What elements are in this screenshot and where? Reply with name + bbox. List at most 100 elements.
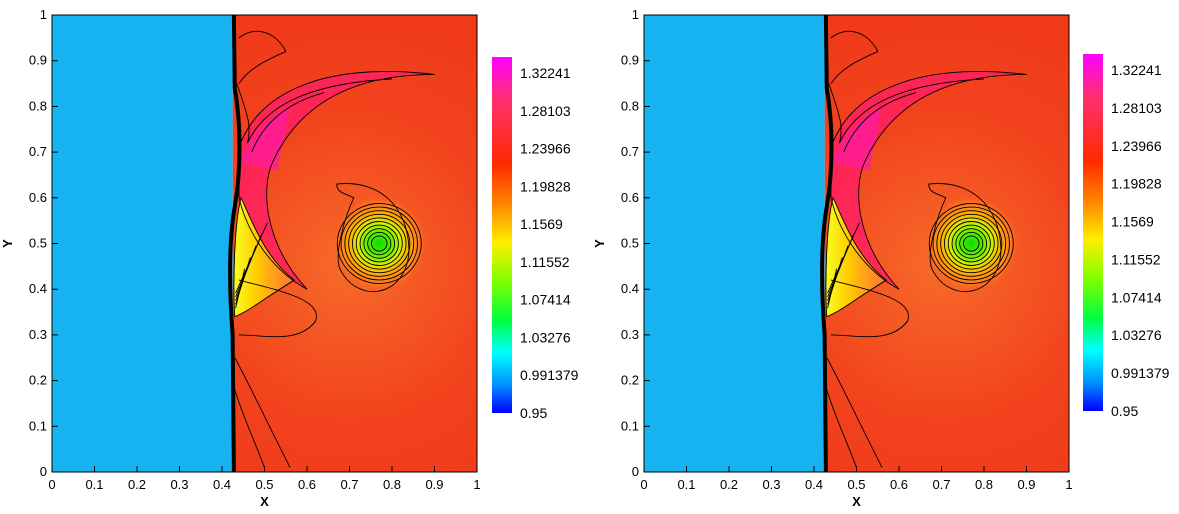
vortex-core [331, 195, 428, 292]
x-tick-label: 0.3 [170, 477, 188, 492]
lens-contour [233, 196, 296, 318]
x-tick-label: 0.7 [340, 477, 358, 492]
x-axis-label: X [852, 494, 861, 509]
vortex-outer-contour [928, 183, 1002, 292]
contour-lines [233, 30, 435, 468]
upper-contour [828, 83, 842, 144]
x-tick-label: 0.4 [213, 477, 231, 492]
vortex-contour [359, 224, 399, 263]
y-tick-label: 0.6 [621, 190, 639, 205]
colorbar-label: 1.11552 [520, 254, 570, 270]
compression-arc [239, 71, 435, 290]
y-tick-label: 0.5 [29, 236, 47, 251]
plot-area [644, 15, 1069, 472]
colorbar-label: 1.19828 [1111, 176, 1162, 192]
lens-contour [825, 196, 888, 318]
x-axis-label: X [260, 494, 269, 509]
x-tick-label: 0.5 [255, 477, 273, 492]
y-axis-label: Y [592, 239, 607, 248]
arc-peak [241, 106, 290, 171]
x-tick-label: 0.8 [383, 477, 401, 492]
arc-inner-contour [247, 78, 393, 144]
colorbar-label: 1.32241 [520, 65, 571, 81]
plot-area [52, 15, 477, 472]
vortex-contour [959, 231, 984, 256]
colorbar-label: 1.03276 [1111, 327, 1162, 343]
vortex-contour [352, 217, 407, 270]
x-tick-label: 0 [640, 477, 647, 492]
x-tick-label: 0.6 [890, 477, 908, 492]
expansion-lens [233, 197, 295, 317]
vortex-outer-contour [336, 183, 410, 292]
arc-contour [830, 71, 1027, 290]
wake-contour [234, 357, 291, 468]
x-tick-label: 0.9 [1017, 477, 1035, 492]
vortex-contour [932, 206, 1010, 281]
wake-contour [234, 389, 265, 468]
arc-contour [238, 71, 435, 290]
colorbar-label: 1.23966 [1111, 138, 1162, 154]
contour-lines [825, 30, 1027, 468]
colorbar [1083, 54, 1103, 411]
y-tick-label: 0.7 [29, 144, 47, 159]
expansion-lens [825, 197, 887, 317]
y-axis-label: Y [0, 239, 15, 248]
colorbar-label: 0.95 [520, 405, 547, 421]
arc-peak [833, 106, 882, 171]
vortex-contour [928, 203, 1014, 284]
lens-contour [235, 222, 268, 294]
colorbar-label: 1.32241 [1111, 62, 1162, 78]
upper-contour [238, 30, 287, 84]
colorbar-label: 1.1569 [520, 216, 563, 232]
colorbar-label: 1.03276 [520, 329, 571, 345]
y-tick-label: 0 [40, 464, 47, 479]
colorbar-label: 1.11552 [1111, 251, 1161, 267]
x-tick-label: 0.6 [298, 477, 316, 492]
vortex-contour [951, 224, 991, 263]
compression-arc [831, 71, 1027, 290]
y-tick-label: 0 [632, 464, 639, 479]
wake-contour [830, 279, 909, 338]
x-tick-label: 0.7 [932, 477, 950, 492]
x-tick-label: 0.1 [677, 477, 695, 492]
vortex-contour [348, 213, 411, 274]
vortex-contour [363, 228, 396, 259]
wake-contour [238, 279, 317, 338]
colorbar-label: 1.07414 [1111, 289, 1162, 305]
vortex-contour [371, 235, 388, 252]
x-tick-label: 0.2 [720, 477, 738, 492]
y-tick-label: 0.7 [621, 144, 639, 159]
colorbar-label: 1.07414 [520, 292, 571, 308]
y-tick-label: 0.2 [621, 373, 639, 388]
y-tick-label: 0.9 [29, 53, 47, 68]
x-tick-label: 0.8 [975, 477, 993, 492]
panel-2: 0 0.1 0.2 0.3 0.4 0.5 0.6 0.7 0.8 0.9 1 0 0.1 0.2 0.3 0… [592, 7, 1170, 509]
vortex-contour [367, 231, 392, 256]
vortex-contour [947, 221, 995, 266]
colorbar-label: 1.23966 [520, 141, 571, 157]
vortex-contour [336, 203, 422, 284]
vortex-contour [963, 235, 980, 252]
panel-1: 0 0.1 0.2 0.3 0.4 0.5 0.6 0.7 0.8 0.9 1 0 0.1 0.2 0.3 0… [0, 7, 579, 509]
y-tick-label: 0.5 [621, 236, 639, 251]
arc-inner-contour [843, 92, 917, 153]
shock-front [228, 15, 242, 472]
x-tick-label: 0.1 [85, 477, 103, 492]
arc-inner-contour [251, 92, 325, 153]
x-tick-label: 0.9 [425, 477, 443, 492]
vortex-contour [936, 210, 1007, 277]
vortex-contour [355, 221, 403, 266]
upper-contour [830, 30, 879, 84]
vortex-contour [340, 206, 418, 281]
colorbar-label: 1.28103 [520, 103, 571, 119]
y-tick-label: 1 [40, 7, 47, 22]
y-tick-label: 0.3 [621, 327, 639, 342]
arc-inner-contour [839, 78, 985, 144]
vortex-contour [940, 213, 1003, 274]
colorbar-label: 1.19828 [520, 178, 571, 194]
wake-contour [826, 389, 857, 468]
x-tick-label: 0 [48, 477, 55, 492]
upper-contour [236, 83, 250, 144]
y-tick-label: 0.8 [29, 98, 47, 113]
